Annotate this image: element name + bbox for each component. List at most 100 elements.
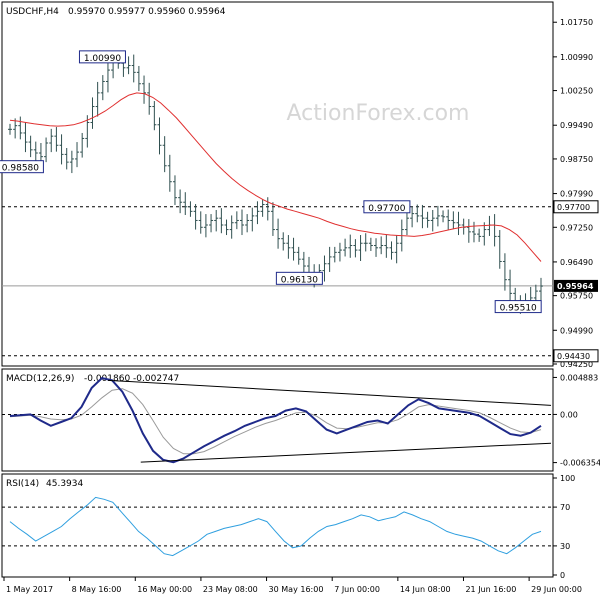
price-bar [539,277,543,303]
price-bar [23,122,28,153]
rsi-pane [1,473,554,578]
level-axis-box [553,349,599,363]
price-bar [394,235,399,264]
price-bar [157,117,162,155]
price-bar [214,209,219,232]
price-bar [270,202,275,236]
price-bar [105,61,110,93]
price-bar [337,242,342,262]
level-box-text: 0.97700 [368,204,405,214]
price-bar [348,234,353,258]
x-tick-label: 1 May 2017 [6,585,53,594]
price-bar [198,211,203,234]
price-bar [95,81,100,117]
price-bar [471,221,476,243]
price-bar [18,116,23,140]
price-header: USDCHF,H4 0.95970 0.95977 0.95960 0.9596… [6,7,226,17]
rsi-y-axis: 100 70 30 0 [2,474,575,580]
price-bar [265,197,270,221]
price-bar [296,246,301,265]
macd-y-tick-label: 0.004883 [560,373,598,382]
x-tick-label: 30 May 16:00 [269,585,324,594]
macd-main-line [9,377,542,464]
level-box-frame [78,50,126,64]
price-bar [456,211,461,236]
level-box: 1.00990 [78,50,126,64]
x-tick-label: 7 Jun 00:00 [334,585,380,594]
price-bar [136,65,141,92]
level-box: 0.96130 [275,271,323,285]
price-bar [44,137,49,163]
price-bar [441,210,446,223]
price-bar [358,235,363,262]
level-box-frame [494,300,542,314]
price-bar [8,123,12,135]
price-bar [13,118,18,139]
price-bar [75,142,80,168]
level-axis-text: 0.97700 [557,203,590,212]
price-bar [322,255,327,282]
price-bar [255,201,260,225]
price-bar [59,134,64,165]
level-box-text: 0.98580 [2,164,39,174]
price-bar [286,235,291,259]
level-box-text: 1.00990 [84,54,121,64]
rsi-series-line [9,496,542,557]
price-bar [301,251,306,276]
price-bar [477,228,482,242]
price-bar [343,238,348,257]
time-x-axis: 1 May 2017 8 May 16:00 16 May 00:00 23 May … [3,577,582,594]
price-bar [229,215,234,239]
price-bar [363,233,368,252]
price-bar [54,127,59,152]
price-bar [152,101,157,131]
macd-title: MACD(12,26,9) [6,374,74,384]
price-bar [451,211,456,230]
level-box-frame [0,160,44,174]
ohlc-values: 0.95970 0.95977 0.95960 0.95964 [68,7,226,17]
x-tick-label: 29 Jun 00:00 [531,585,582,594]
price-bar [332,246,337,263]
price-y-tick-label: 0.99490 [560,121,593,130]
price-bar [430,209,435,232]
price-y-tick-label: 0.96490 [560,258,593,267]
x-tick-label: 8 May 16:00 [72,585,122,594]
price-bar [374,238,379,257]
price-bar [415,204,420,223]
price-bar [404,212,409,236]
macd-lines [9,377,542,464]
current-price-marker: 0.95964 [554,279,598,292]
price-y-tick-label: 0.97990 [560,190,593,199]
price-bar [466,219,471,243]
rsi-y-tick-label: 0 [560,571,565,580]
symbol-label: USDCHF,H4 [6,7,59,17]
macd-y-axis: 0.004883 0.00 -0.006354 [2,373,600,468]
level-annotations: 1.00990 0.98580 0.97700 0.96130 0.95510 [0,50,542,314]
price-bar [276,218,281,249]
rsi-y-tick-label: 30 [560,542,570,551]
macd-signal-line [9,388,542,455]
price-bar [502,253,507,291]
rsi-line [9,496,542,557]
price-y-tick-label: 1.00990 [560,53,593,62]
price-bar [188,201,193,217]
macd-y-tick-label: 0.00 [560,410,578,419]
price-bar [508,269,513,302]
price-bar [64,148,69,170]
price-y-tick-label: 1.00250 [560,87,593,96]
level-box: 0.98580 [0,160,44,174]
price-bar [131,54,136,83]
price-y-axis: 1.01750 1.00990 1.00250 0.99490 0.98750 0.979… [553,18,593,369]
price-bar [234,211,239,230]
rsi-y-tick-label: 70 [560,503,570,512]
price-bar [379,236,384,255]
price-bar [435,205,440,227]
price-bar [327,246,332,272]
x-tick-label: 16 May 00:00 [137,585,192,594]
price-bar [100,75,105,101]
price-bar [281,232,286,251]
level-box-frame [363,200,411,214]
price-bar [167,154,172,192]
price-bar [69,150,74,174]
